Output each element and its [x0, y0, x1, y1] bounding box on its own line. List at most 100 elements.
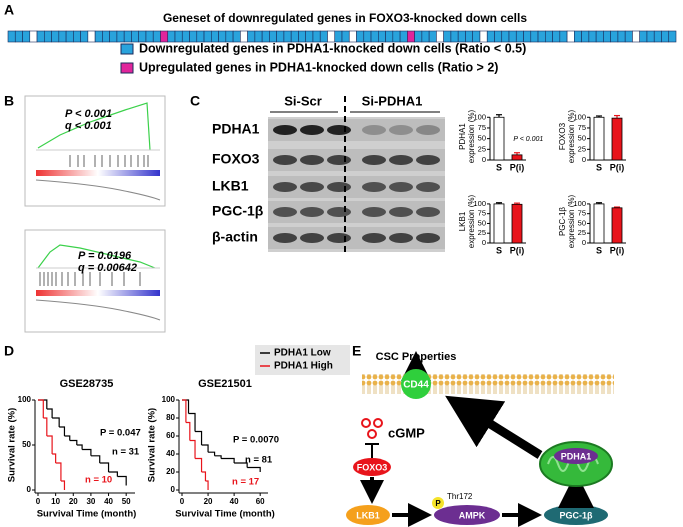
y-tick-label: 25 — [478, 228, 486, 237]
y-tick-label: 50 — [478, 134, 486, 143]
survival-step — [46, 435, 53, 454]
annotation: P < 0.001 — [513, 136, 543, 143]
pathway-diagram: CSC Properties CD44 cGMP FOXO3 LKB1 AMPK… — [346, 351, 614, 527]
node — [554, 448, 598, 464]
survival-step — [99, 462, 110, 472]
band — [273, 207, 297, 217]
y-tick-label: 75 — [578, 209, 586, 218]
blot-row — [268, 201, 445, 223]
x-tick-label: S — [496, 162, 502, 172]
x-tick-label: 20 — [69, 497, 78, 506]
band — [327, 125, 351, 135]
gene-cell — [639, 30, 648, 43]
western-blot — [268, 117, 445, 252]
gene-cell — [537, 30, 546, 43]
x-tick-label: 10 — [51, 497, 60, 506]
gene-cell — [617, 30, 626, 43]
band — [362, 155, 386, 165]
y-tick-label: 0 — [171, 485, 176, 494]
survival-step — [108, 471, 118, 477]
gene-cell — [632, 30, 640, 43]
survival-step — [82, 448, 92, 456]
band — [416, 182, 440, 192]
survival-step — [205, 480, 209, 490]
y-axis-label: PDHA1 — [458, 123, 467, 150]
series-label: n = 10 — [85, 475, 112, 486]
survival-step — [234, 462, 248, 468]
geneset-title: Geneset of downregulated genes in FOXO3-… — [163, 11, 527, 25]
survival-step — [76, 444, 83, 450]
y-tick-label: 80 — [166, 413, 175, 422]
y-tick-label: 100 — [162, 395, 176, 404]
gene-cell — [65, 30, 74, 43]
row-label: β-actin — [212, 229, 258, 245]
gene-cell — [109, 30, 118, 43]
y-tick-label: 50 — [578, 218, 586, 227]
node-label: PDHA1 — [561, 451, 592, 461]
survival-step — [43, 417, 48, 436]
survival-step — [221, 457, 235, 463]
blot-row — [268, 149, 445, 171]
node-label: CSC Properties — [376, 351, 457, 363]
survival-step — [201, 444, 209, 453]
survival-step — [188, 412, 196, 432]
y-tick-label: 40 — [166, 449, 175, 458]
y-axis-label: expression (%) — [567, 194, 576, 248]
band — [416, 207, 440, 217]
band — [362, 125, 386, 135]
x-tick-label: 40 — [230, 497, 239, 506]
survival-step — [52, 453, 57, 463]
node-label: CD44 — [403, 380, 429, 391]
gene-cell — [603, 30, 611, 43]
y-tick-label: 20 — [166, 467, 175, 476]
blot-row — [268, 176, 445, 198]
y-tick-label: 0 — [27, 485, 32, 494]
bar — [593, 116, 605, 161]
gene-cell — [14, 30, 23, 43]
survival-step — [38, 399, 44, 418]
node-label: P — [435, 499, 441, 508]
bar — [611, 117, 623, 161]
gene-cell — [588, 30, 597, 43]
node — [353, 458, 391, 476]
x-tick-label: 20 — [204, 497, 213, 506]
gene-cell — [29, 30, 38, 43]
gene-cell — [574, 30, 582, 43]
bar — [611, 207, 623, 244]
gene-cell — [94, 30, 103, 43]
panel-label: D — [4, 343, 14, 359]
y-axis-label: Survival rate (%) — [147, 408, 158, 482]
x-tick-label: P(i) — [610, 245, 625, 255]
x-tick-label: S — [596, 245, 602, 255]
row-label: FOXO3 — [212, 151, 260, 167]
band — [327, 182, 351, 192]
node-label: FOXO3 — [357, 462, 388, 472]
legend: PDHA1 Low PDHA1 High — [255, 345, 350, 375]
gene-cell — [653, 30, 662, 43]
survival-step — [182, 399, 187, 423]
row-label: PDHA1 — [212, 121, 260, 137]
node-label: Thr172 — [447, 492, 473, 501]
y-tick-label: 100 — [573, 112, 586, 121]
p-value: P = 0.0070 — [233, 435, 279, 446]
y-tick-label: 50 — [478, 218, 486, 227]
x-tick-label: 30 — [86, 497, 95, 506]
survival-step — [46, 408, 53, 418]
gene-cell — [116, 30, 125, 43]
gene-cell — [131, 30, 139, 43]
survival-step — [195, 457, 203, 472]
gene-cell — [668, 30, 677, 43]
x-axis-label: Survival Time (month) — [37, 509, 137, 520]
node — [346, 505, 390, 525]
row-label: LKB1 — [212, 178, 249, 194]
band — [300, 207, 324, 217]
x-tick-label: 0 — [36, 497, 41, 506]
y-tick-label: 100 — [18, 395, 32, 404]
band — [416, 233, 440, 243]
band — [273, 182, 297, 192]
band — [273, 233, 297, 243]
survival-step — [38, 399, 48, 409]
gene-cell — [58, 30, 67, 43]
gene-cell — [51, 30, 60, 43]
